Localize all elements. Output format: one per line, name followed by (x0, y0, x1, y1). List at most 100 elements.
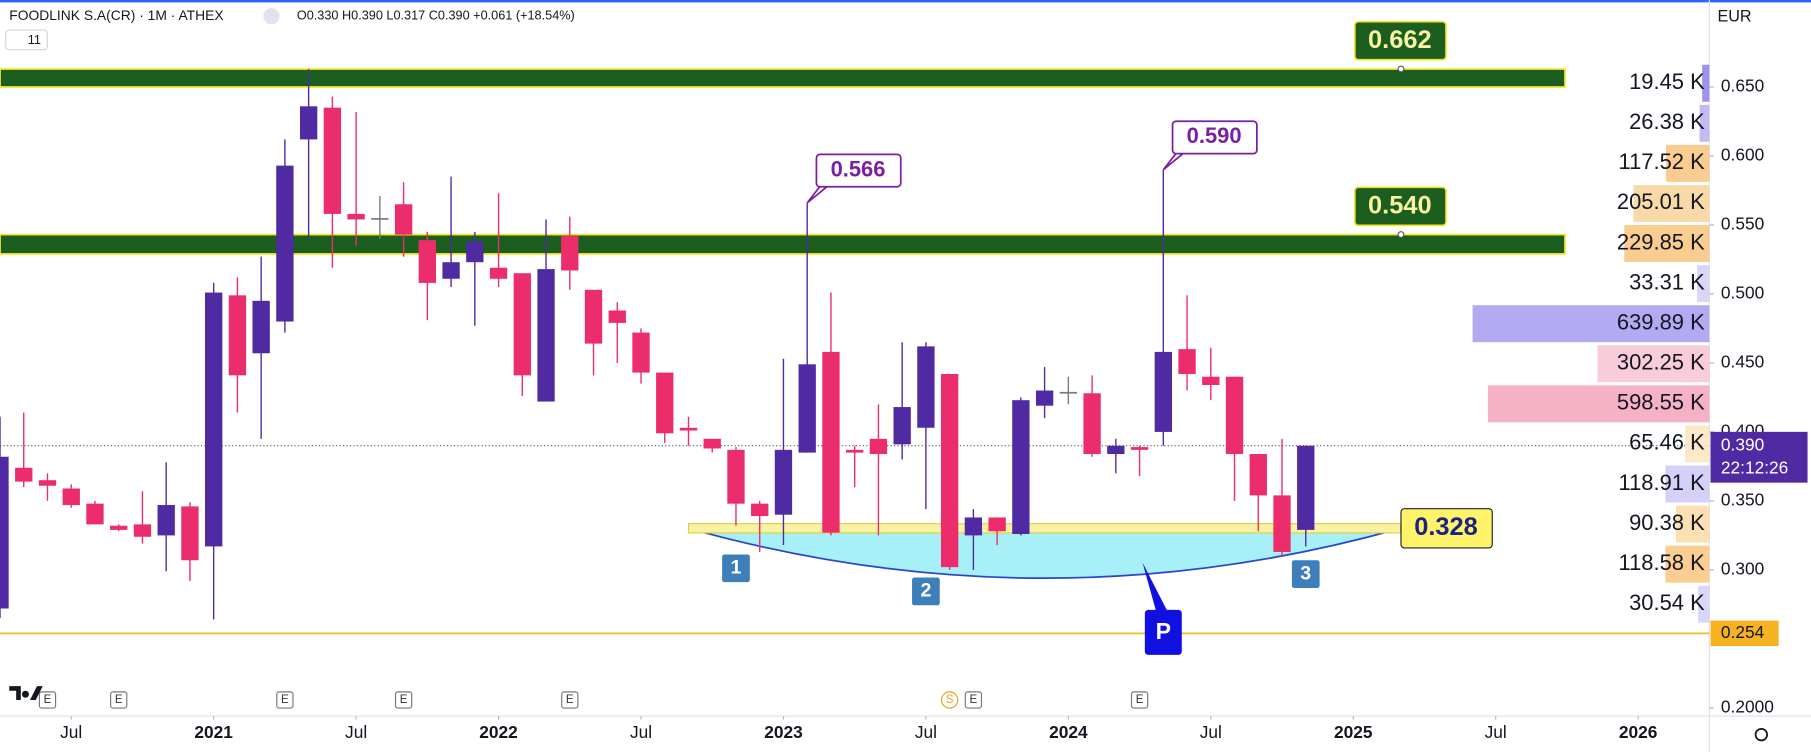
y-tick-label: 0.450 (1721, 352, 1764, 372)
event-icon[interactable] (964, 691, 983, 709)
candle-body (181, 506, 199, 561)
support-label: 0.328 (1414, 513, 1478, 541)
support-zone (687, 523, 1402, 534)
y-tick-label: 0.350 (1721, 489, 1764, 509)
profile-label: 26.38 K (1629, 109, 1705, 134)
symbol: FOODLINK S.A(CR) · 1M · ATHEX (9, 7, 223, 23)
callout-label: 0.590 (1187, 123, 1242, 148)
x-tick-label: 2021 (194, 722, 233, 742)
profile-bar (1685, 425, 1710, 463)
profile-label: 90.38 K (1629, 510, 1705, 535)
x-tick-label: Jul (1200, 722, 1222, 742)
profile-label: 302.25 K (1617, 350, 1705, 375)
marker-label: 3 (1300, 562, 1311, 584)
candle-body (0, 456, 9, 609)
candle-body (561, 235, 579, 271)
low-tag (1710, 620, 1779, 647)
profile-label: 229.85 K (1617, 229, 1705, 254)
candle-body (940, 373, 959, 568)
candle-body (869, 438, 888, 454)
indicator-count: 11 (28, 33, 41, 47)
event-icon[interactable] (38, 691, 57, 709)
x-tick-label: Jul (60, 722, 82, 742)
candle-body (964, 517, 983, 536)
y-tick-label: 0.2000 (1721, 696, 1774, 716)
candle-body (774, 449, 793, 515)
y-tick-label: 0.550 (1721, 214, 1764, 234)
last-price-label: 0.390 (1721, 434, 1764, 454)
candle-body (513, 273, 531, 376)
low-tag-label: 0.254 (1721, 622, 1765, 642)
overlay: FOODLINK S.A(CR) · 1M · ATHEX O0.330 H0.3… (5, 7, 1779, 709)
profile-bar (1665, 545, 1710, 583)
support-label-box (1400, 508, 1493, 549)
marker-box (722, 554, 750, 583)
profile-label: 117.52 K (1619, 149, 1706, 174)
event-icon[interactable] (110, 691, 128, 709)
x-tick-label: 2023 (764, 722, 803, 742)
candle-body (1273, 495, 1291, 552)
profile-bar (1624, 225, 1710, 263)
event-label: E (281, 694, 289, 706)
profile-bar (1472, 305, 1710, 343)
zone-label-box (1353, 20, 1447, 61)
candle-body (822, 351, 840, 533)
zone-label-box (1353, 186, 1447, 227)
marker-label: 2 (920, 580, 931, 602)
profile-label: 118.91 K (1619, 470, 1706, 495)
candle-body (1249, 453, 1267, 496)
toggle-icon[interactable] (263, 8, 280, 25)
zone-handle (1397, 65, 1405, 73)
callout-box (815, 153, 902, 188)
x-tick-label: 2022 (479, 722, 518, 742)
candle-body (798, 364, 816, 453)
candle-body (1297, 445, 1315, 530)
event-label: E (400, 694, 408, 706)
event-icon[interactable] (1130, 691, 1149, 709)
y-tick-label: 0.650 (1721, 76, 1764, 96)
event-icon[interactable] (940, 691, 959, 709)
event-label: E (970, 694, 978, 706)
candle-body (846, 449, 864, 453)
y-tick-label: 0.300 (1721, 558, 1764, 578)
candle-body (205, 292, 223, 547)
event-label: E (566, 694, 574, 706)
marker-label: P (1156, 618, 1171, 644)
x-tick-label: 2024 (1049, 722, 1088, 742)
candle-body (1083, 393, 1101, 454)
candle-body (442, 262, 460, 279)
candle-body (86, 503, 104, 525)
candle-body (418, 240, 437, 283)
x-tick-label: Jul (1485, 722, 1507, 742)
candle-body (466, 241, 484, 263)
x-tick-label: 2026 (1619, 722, 1658, 742)
candle-body (371, 218, 389, 220)
candle-body (252, 300, 270, 354)
candle-body (1202, 376, 1220, 386)
candle-body (15, 467, 33, 482)
indicator-button[interactable] (5, 29, 48, 51)
event-icon[interactable] (276, 691, 294, 709)
candle-body (537, 269, 555, 402)
event-icon[interactable] (561, 691, 579, 709)
zone-label: 0.540 (1368, 192, 1432, 220)
candle-body (133, 524, 152, 537)
candle-body (703, 438, 721, 449)
profile-bar (1675, 505, 1710, 543)
candle-body (110, 525, 128, 530)
profile-bar (1665, 144, 1710, 182)
settings-icon[interactable] (1754, 727, 1768, 742)
candle-body (608, 310, 626, 323)
callout-label: 0.566 (831, 156, 886, 181)
profile-bar (1702, 64, 1710, 102)
profile-bar (1633, 184, 1710, 222)
candle-body (584, 289, 603, 344)
candle-body (893, 407, 911, 445)
profile-label: 205.01 K (1617, 189, 1705, 214)
candle-body (727, 449, 745, 504)
candle-body (38, 480, 57, 486)
event-icon[interactable] (394, 691, 413, 709)
profile-bar (1597, 345, 1710, 383)
marker-box (1291, 560, 1320, 588)
event-label: E (115, 694, 123, 706)
